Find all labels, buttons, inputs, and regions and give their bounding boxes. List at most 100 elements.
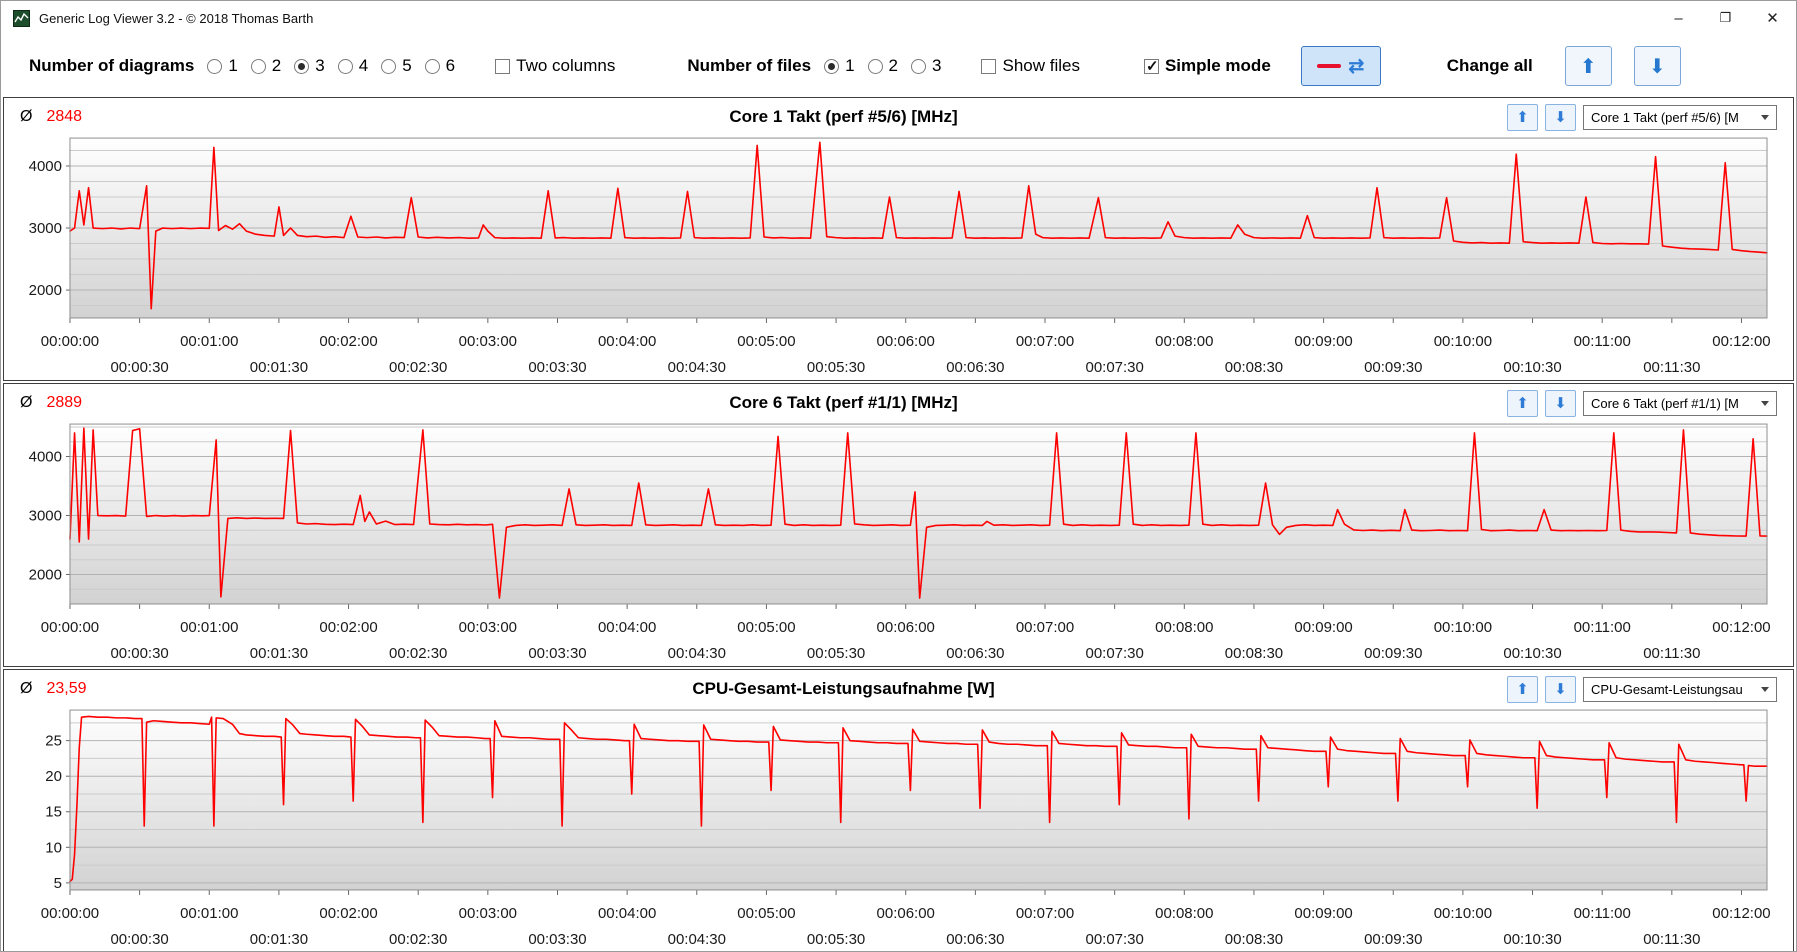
chart-title: CPU-Gesamt-Leistungsaufnahme [W] [692,679,995,698]
panel-move-down-button[interactable]: ⬇ [1545,103,1576,131]
down-arrow-icon: ⬇ [1554,109,1567,126]
files-radio-3[interactable] [911,58,927,74]
diagrams-radio-5[interactable] [381,58,397,74]
panel-controls: ⬆ ⬇ Core 6 Takt (perf #1/1) [M [1507,389,1777,417]
panel-move-up-button[interactable]: ⬆ [1507,389,1538,417]
line-style-swap-button[interactable]: ⇄ [1300,46,1381,86]
files-option-3[interactable]: 3 [911,56,941,76]
svg-text:00:10:30: 00:10:30 [1503,645,1561,662]
svg-text:00:07:00: 00:07:00 [1016,905,1074,922]
chart-plot[interactable]: 4000 3000 2000 00:00:00 00:01:00 00:02:00 00:0… [6,420,1791,666]
panel-header: Ø 2889 Core 6 Takt (perf #1/1) [MHz] ⬆ ⬇… [6,386,1791,420]
series-select[interactable]: Core 1 Takt (perf #5/6) [M [1583,104,1777,130]
files-option-2[interactable]: 2 [867,56,898,76]
svg-text:10: 10 [45,839,62,856]
svg-text:00:09:30: 00:09:30 [1364,359,1422,376]
svg-text:00:08:30: 00:08:30 [1225,645,1283,662]
svg-text:00:10:30: 00:10:30 [1503,931,1561,948]
svg-text:00:00:00: 00:00:00 [41,333,99,350]
show-files-checkbox[interactable] [981,58,997,74]
svg-text:00:02:30: 00:02:30 [389,359,447,376]
svg-text:00:10:30: 00:10:30 [1503,359,1561,376]
maximize-icon[interactable]: ❐ [1719,10,1732,25]
svg-text:2000: 2000 [29,566,62,583]
chart-plot[interactable]: 4000 3000 2000 00:00:00 00:01:00 00:02:00 00:0… [6,134,1791,380]
window-controls: – ❐ ✕ [1655,1,1796,35]
chart-plot[interactable]: 25 20 15 10 5 00:00:00 00:01:00 00:02:00 00:03:0… [6,706,1791,951]
svg-text:00:00:00: 00:00:00 [41,619,99,636]
diagrams-option-4[interactable]: 4 [337,56,368,76]
svg-text:00:06:30: 00:06:30 [946,931,1004,948]
svg-text:00:11:00: 00:11:00 [1574,333,1631,350]
chart-title: Core 6 Takt (perf #1/1) [MHz] [729,393,958,412]
svg-text:00:09:30: 00:09:30 [1364,645,1422,662]
average-value: 2848 [46,108,83,125]
svg-text:2000: 2000 [29,282,62,299]
simple-mode-option[interactable]: Simple mode [1143,56,1271,76]
series-select[interactable]: Core 6 Takt (perf #1/1) [M [1583,390,1777,416]
down-arrow-icon: ⬇ [1648,55,1666,78]
diagrams-option-1[interactable]: 1 [207,56,238,76]
series-select-value: CPU-Gesamt-Leistungsau [1591,681,1743,697]
svg-text:00:10:00: 00:10:00 [1434,619,1492,636]
simple-mode-checkbox[interactable] [1143,57,1159,75]
diagrams-radio-3[interactable] [294,58,310,74]
svg-text:00:06:30: 00:06:30 [946,359,1004,376]
svg-text:00:09:00: 00:09:00 [1294,619,1352,636]
minimize-icon[interactable]: – [1674,9,1683,27]
svg-text:00:05:30: 00:05:30 [807,645,865,662]
average-symbol: Ø [20,394,33,411]
files-radio-1[interactable] [824,58,840,74]
change-all-down-button[interactable]: ⬇ [1633,46,1681,86]
svg-text:00:04:30: 00:04:30 [668,359,726,376]
average-value: 23,59 [46,680,87,697]
panel-move-up-button[interactable]: ⬆ [1507,103,1538,131]
diagrams-option-6[interactable]: 6 [424,56,455,76]
files-radio-2[interactable] [867,58,883,74]
diagrams-radio-6[interactable] [424,58,440,74]
svg-text:00:11:00: 00:11:00 [1574,619,1631,636]
svg-text:00:12:00: 00:12:00 [1712,905,1770,922]
two-columns-option[interactable]: Two columns [495,56,615,76]
svg-text:15: 15 [45,804,62,821]
svg-text:00:11:00: 00:11:00 [1574,905,1631,922]
svg-text:00:04:00: 00:04:00 [598,333,656,350]
panel-move-down-button[interactable]: ⬇ [1545,389,1576,417]
svg-text:20: 20 [45,768,62,785]
window-title: Generic Log Viewer 3.2 - © 2018 Thomas B… [39,10,314,26]
two-columns-checkbox[interactable] [495,58,511,74]
svg-text:00:03:00: 00:03:00 [459,619,517,636]
svg-text:00:10:00: 00:10:00 [1434,905,1492,922]
svg-text:00:08:00: 00:08:00 [1155,619,1213,636]
title-bar: Generic Log Viewer 3.2 - © 2018 Thomas B… [1,1,1796,35]
show-files-option[interactable]: Show files [981,56,1080,76]
diagrams-radio-1[interactable] [207,58,223,74]
diagrams-option-5[interactable]: 5 [381,56,412,76]
change-all-up-button[interactable]: ⬆ [1564,46,1612,86]
diagrams-radio-2[interactable] [250,58,266,74]
up-arrow-icon: ⬆ [1516,395,1529,412]
svg-text:3000: 3000 [29,507,62,524]
svg-text:00:08:00: 00:08:00 [1155,333,1213,350]
svg-text:00:01:30: 00:01:30 [250,359,308,376]
close-icon[interactable]: ✕ [1766,10,1779,27]
average-symbol: Ø [20,108,33,125]
average-value: 2889 [46,394,83,411]
svg-text:00:00:30: 00:00:30 [110,931,168,948]
svg-text:00:09:30: 00:09:30 [1364,931,1422,948]
svg-text:00:08:30: 00:08:30 [1225,359,1283,376]
panel-header: Ø 2848 Core 1 Takt (perf #5/6) [MHz] ⬆ ⬇… [6,100,1791,134]
svg-text:00:06:00: 00:06:00 [877,333,935,350]
svg-text:00:03:30: 00:03:30 [528,645,586,662]
svg-text:00:02:30: 00:02:30 [389,645,447,662]
files-option-1[interactable]: 1 [824,56,855,76]
average-readout: Ø 23,59 [20,680,180,698]
svg-text:00:05:30: 00:05:30 [807,359,865,376]
panel-move-up-button[interactable]: ⬆ [1507,675,1538,703]
svg-text:00:01:30: 00:01:30 [250,931,308,948]
series-select[interactable]: CPU-Gesamt-Leistungsau [1583,676,1777,702]
diagrams-option-2[interactable]: 2 [250,56,281,76]
diagrams-radio-4[interactable] [337,58,353,74]
panel-move-down-button[interactable]: ⬇ [1545,675,1576,703]
diagrams-option-3[interactable]: 3 [294,56,325,76]
